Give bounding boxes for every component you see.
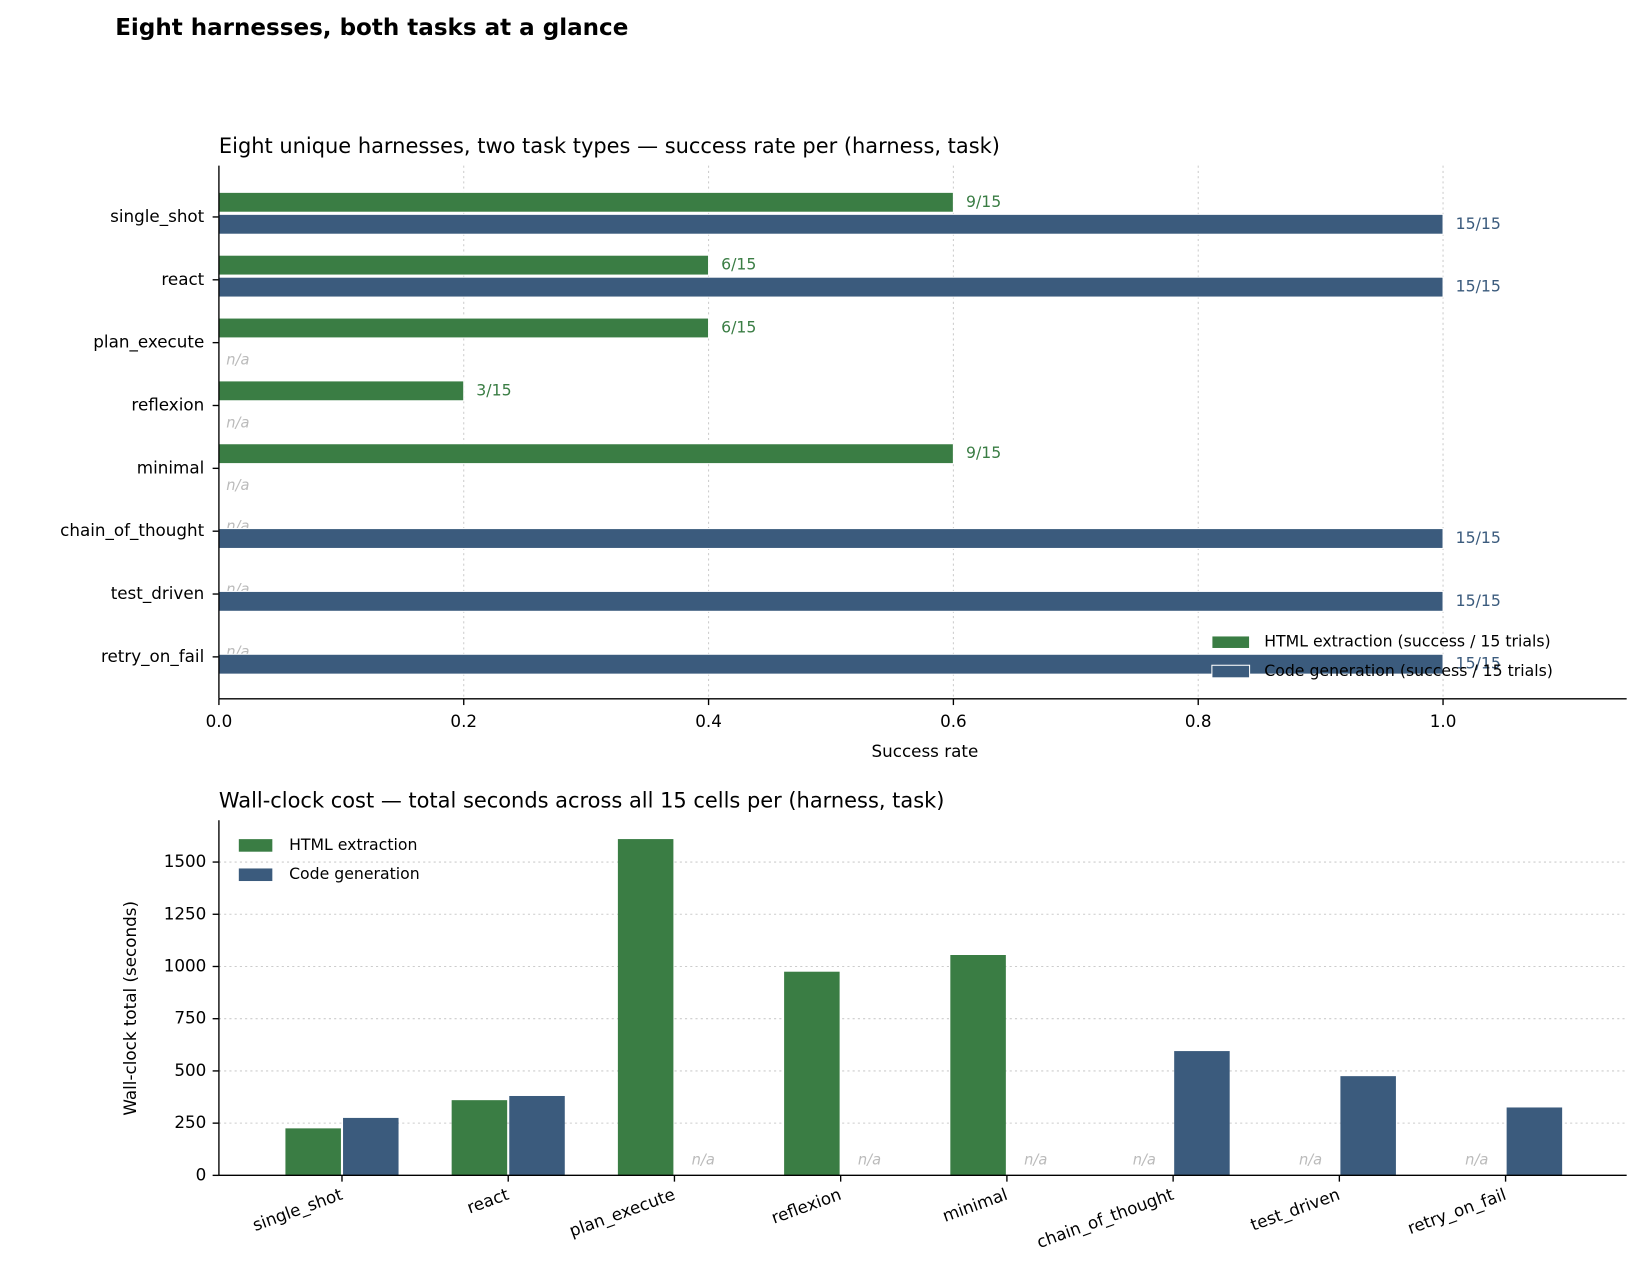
bar bbox=[218, 213, 1444, 235]
na-label: n/a bbox=[1133, 1152, 1156, 1169]
y-tick-label: react bbox=[161, 269, 204, 289]
legend-label: Code generation bbox=[289, 864, 420, 883]
legend-swatch bbox=[238, 839, 273, 852]
y-tick-label: chain_of_thought bbox=[60, 520, 205, 541]
value-label: 15/15 bbox=[1456, 214, 1501, 233]
bar bbox=[218, 653, 1444, 675]
x-tick-label: 0.8 bbox=[1185, 711, 1212, 731]
y-tick-label: 750 bbox=[174, 1008, 206, 1028]
y-tick-label: single_shot bbox=[110, 206, 205, 227]
value-label: 6/15 bbox=[721, 255, 756, 274]
y-tick-label: 250 bbox=[174, 1112, 206, 1132]
x-tick-label: chain_of_thought bbox=[1034, 1184, 1177, 1253]
x-tick-label: single_shot bbox=[250, 1184, 346, 1236]
value-label: 15/15 bbox=[1456, 277, 1501, 296]
x-tick-label: 1.0 bbox=[1430, 711, 1457, 731]
y-tick-label: 500 bbox=[174, 1060, 206, 1080]
bar bbox=[218, 443, 954, 465]
bar bbox=[617, 839, 674, 1176]
value-label: 3/15 bbox=[476, 380, 511, 399]
legend-swatch bbox=[238, 868, 273, 882]
bar bbox=[343, 1117, 399, 1176]
bar bbox=[509, 1095, 565, 1176]
chart-title: Eight unique harnesses, two task types —… bbox=[219, 134, 1000, 158]
bar bbox=[218, 590, 1444, 612]
bar bbox=[218, 191, 954, 213]
value-label: 15/15 bbox=[1456, 528, 1501, 547]
y-axis-label: Wall-clock total (seconds) bbox=[120, 901, 140, 1116]
x-tick-label: minimal bbox=[940, 1184, 1010, 1226]
legend-label: Code generation (success / 15 trials) bbox=[1264, 661, 1553, 680]
na-label: n/a bbox=[692, 1152, 715, 1169]
x-tick-label: plan_execute bbox=[566, 1184, 677, 1242]
x-tick-label: 0.4 bbox=[695, 711, 722, 731]
legend-label: HTML extraction (success / 15 trials) bbox=[1264, 632, 1550, 651]
x-axis-label: Success rate bbox=[871, 741, 978, 761]
chart-title: Wall-clock cost — total seconds across a… bbox=[219, 788, 945, 812]
y-tick-label: 0 bbox=[196, 1164, 207, 1184]
figure-title: Eight harnesses, both tasks at a glance bbox=[115, 15, 628, 41]
bar bbox=[285, 1128, 341, 1176]
bar bbox=[218, 317, 710, 339]
na-label: n/a bbox=[858, 1152, 881, 1169]
na-label: n/a bbox=[226, 414, 249, 431]
x-tick-label: retry_on_fail bbox=[1405, 1184, 1509, 1239]
y-tick-label: minimal bbox=[137, 457, 204, 477]
bar bbox=[784, 971, 840, 1176]
y-tick-label: 1250 bbox=[164, 903, 207, 923]
bar bbox=[218, 380, 465, 402]
bar bbox=[1174, 1051, 1230, 1176]
x-tick-label: 0.6 bbox=[940, 711, 967, 731]
bar bbox=[451, 1100, 508, 1176]
value-label: 9/15 bbox=[966, 192, 1001, 211]
y-tick-label: retry_on_fail bbox=[101, 646, 204, 667]
bar bbox=[950, 954, 1006, 1176]
na-label: n/a bbox=[1465, 1152, 1488, 1169]
x-tick-label: react bbox=[464, 1184, 512, 1218]
na-label: n/a bbox=[226, 351, 249, 368]
na-label: n/a bbox=[1299, 1152, 1322, 1169]
value-label: 9/15 bbox=[966, 443, 1001, 462]
legend-label: HTML extraction bbox=[289, 835, 417, 854]
bar bbox=[1506, 1107, 1563, 1176]
y-tick-label: test_driven bbox=[111, 583, 205, 604]
y-tick-label: reflexion bbox=[131, 394, 204, 414]
x-tick-label: 0.2 bbox=[450, 711, 477, 731]
y-tick-label: plan_execute bbox=[93, 332, 204, 353]
value-label: 6/15 bbox=[721, 317, 756, 336]
value-label: 15/15 bbox=[1456, 591, 1501, 610]
na-label: n/a bbox=[226, 477, 249, 494]
y-tick-label: 1500 bbox=[164, 851, 207, 871]
x-tick-label: reflexion bbox=[768, 1184, 843, 1228]
na-label: n/a bbox=[1024, 1152, 1047, 1169]
bar bbox=[218, 276, 1444, 298]
bar bbox=[1340, 1076, 1396, 1176]
x-tick-label: test_driven bbox=[1248, 1184, 1343, 1236]
y-tick-label: 1000 bbox=[164, 955, 207, 975]
bar bbox=[218, 254, 710, 276]
bar bbox=[218, 528, 1444, 549]
legend-swatch bbox=[1211, 664, 1251, 679]
legend-swatch bbox=[1211, 635, 1251, 650]
x-tick-label: 0.0 bbox=[206, 711, 233, 731]
value-label: 15/15 bbox=[1456, 654, 1501, 673]
